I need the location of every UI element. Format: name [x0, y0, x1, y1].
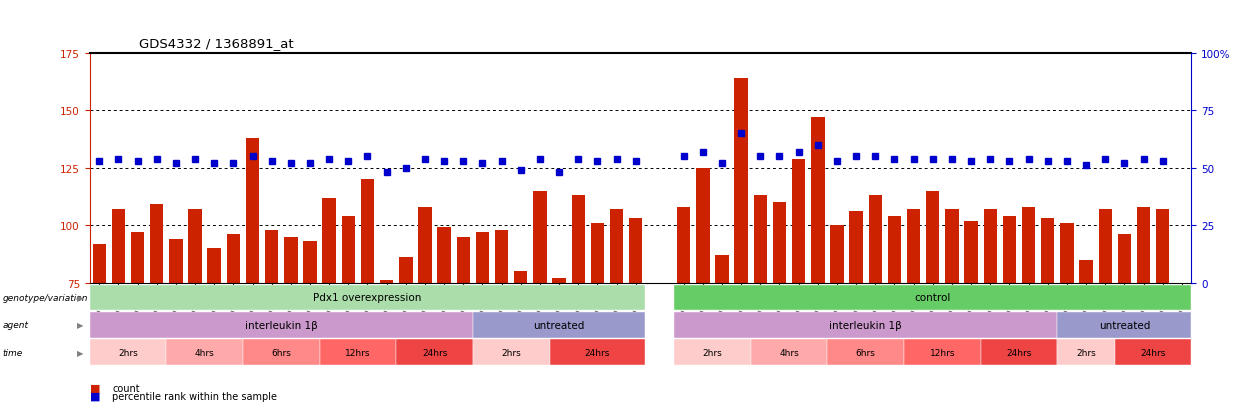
Bar [1022, 207, 1036, 283]
Bar [590, 223, 604, 283]
Bar [131, 233, 144, 283]
Bar [965, 221, 977, 283]
Text: agent: agent [2, 320, 29, 330]
Text: Pdx1 overexpression: Pdx1 overexpression [314, 293, 422, 303]
Bar [945, 209, 959, 283]
Text: ▶: ▶ [77, 320, 83, 330]
Text: genotype/variation: genotype/variation [2, 293, 88, 302]
Text: untreated: untreated [533, 320, 585, 330]
Text: 2hrs: 2hrs [502, 348, 522, 357]
Bar [1137, 207, 1150, 283]
Bar [188, 209, 202, 283]
Text: 24hrs: 24hrs [585, 348, 610, 357]
Text: 12hrs: 12hrs [930, 348, 955, 357]
Text: 2hrs: 2hrs [118, 348, 138, 357]
Bar [437, 228, 451, 283]
Text: 24hrs: 24hrs [1140, 348, 1165, 357]
Bar [716, 255, 728, 283]
Bar [514, 271, 528, 283]
Bar [1118, 235, 1132, 283]
Text: 4hrs: 4hrs [779, 348, 799, 357]
Bar [629, 219, 642, 283]
Bar [888, 216, 901, 283]
Text: ▶: ▶ [77, 293, 83, 302]
Bar [418, 207, 432, 283]
Text: ■: ■ [90, 383, 100, 393]
Text: ▶: ▶ [77, 348, 83, 357]
Bar [533, 191, 547, 283]
Text: 4hrs: 4hrs [194, 348, 214, 357]
Text: untreated: untreated [1098, 320, 1150, 330]
Bar [753, 196, 767, 283]
Text: control: control [915, 293, 951, 303]
Bar [227, 235, 240, 283]
Bar [169, 240, 183, 283]
Text: 12hrs: 12hrs [345, 348, 371, 357]
Bar [810, 118, 824, 283]
Bar [476, 233, 489, 283]
Bar [1098, 209, 1112, 283]
Bar [208, 249, 220, 283]
Text: 6hrs: 6hrs [271, 348, 291, 357]
Bar [245, 138, 259, 283]
Text: 2hrs: 2hrs [702, 348, 722, 357]
Bar [792, 159, 806, 283]
Text: percentile rank within the sample: percentile rank within the sample [112, 391, 278, 401]
Bar [457, 237, 471, 283]
Bar [304, 242, 316, 283]
Bar [322, 198, 336, 283]
Bar [1002, 216, 1016, 283]
Bar [1041, 219, 1055, 283]
Bar [696, 169, 710, 283]
Bar [284, 237, 298, 283]
Bar [773, 203, 786, 283]
Text: interleukin 1β: interleukin 1β [829, 320, 903, 330]
Text: GDS4332 / 1368891_at: GDS4332 / 1368891_at [139, 37, 294, 50]
Bar [830, 225, 844, 283]
Bar [361, 180, 375, 283]
Text: count: count [112, 383, 139, 393]
Text: 24hrs: 24hrs [1006, 348, 1032, 357]
Bar [926, 191, 940, 283]
Bar [496, 230, 508, 283]
Text: 24hrs: 24hrs [422, 348, 447, 357]
Bar [610, 209, 624, 283]
Bar [149, 205, 163, 283]
Bar [112, 209, 125, 283]
Bar [341, 216, 355, 283]
Bar [400, 258, 412, 283]
Bar [1157, 209, 1169, 283]
Text: 2hrs: 2hrs [1076, 348, 1096, 357]
Text: ■: ■ [90, 391, 100, 401]
Text: time: time [2, 348, 22, 357]
Bar [677, 207, 691, 283]
Bar [1079, 260, 1093, 283]
Bar [553, 278, 565, 283]
Bar [265, 230, 279, 283]
Bar [735, 79, 748, 283]
Text: interleukin 1β: interleukin 1β [245, 320, 317, 330]
Bar [906, 209, 920, 283]
Bar [571, 196, 585, 283]
Text: 6hrs: 6hrs [855, 348, 875, 357]
Bar [869, 196, 881, 283]
Bar [849, 212, 863, 283]
Bar [380, 280, 393, 283]
Bar [92, 244, 106, 283]
Bar [984, 209, 997, 283]
Bar [1061, 223, 1073, 283]
